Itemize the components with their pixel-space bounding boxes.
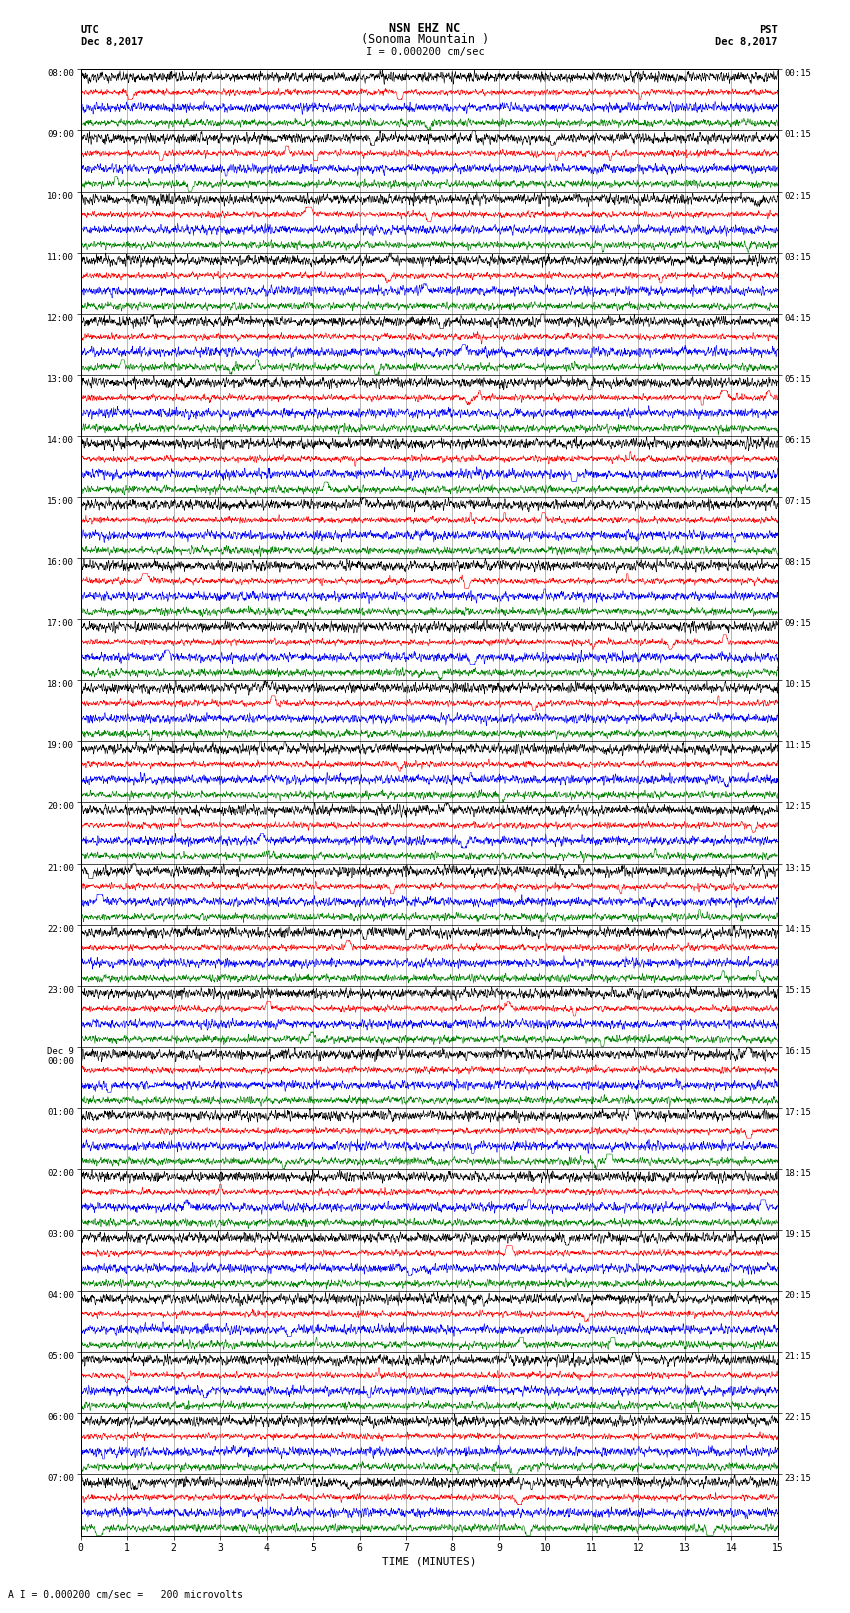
Text: I = 0.000200 cm/sec: I = 0.000200 cm/sec [366, 47, 484, 58]
Text: PST: PST [759, 24, 778, 35]
Text: NSN EHZ NC: NSN EHZ NC [389, 21, 461, 35]
Text: (Sonoma Mountain ): (Sonoma Mountain ) [361, 32, 489, 45]
Text: UTC: UTC [81, 24, 99, 35]
Text: Dec 8,2017: Dec 8,2017 [715, 37, 778, 47]
Text: A I = 0.000200 cm/sec =   200 microvolts: A I = 0.000200 cm/sec = 200 microvolts [8, 1590, 243, 1600]
X-axis label: TIME (MINUTES): TIME (MINUTES) [382, 1557, 477, 1566]
Text: Dec 8,2017: Dec 8,2017 [81, 37, 144, 47]
